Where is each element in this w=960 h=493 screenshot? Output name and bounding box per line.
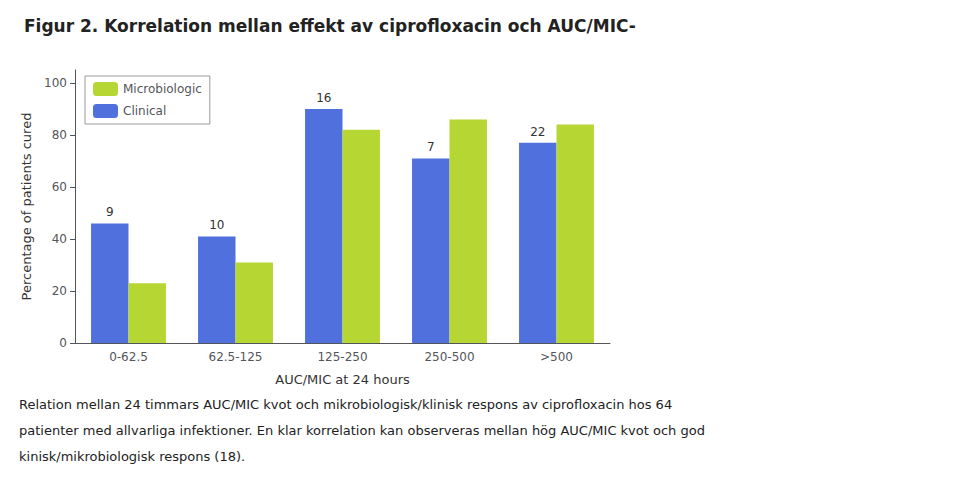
svg-text:Clinical: Clinical: [123, 104, 166, 118]
svg-text:Microbiologic: Microbiologic: [123, 82, 202, 96]
svg-text:>500: >500: [540, 350, 573, 364]
svg-text:Relation mellan 24 timmars AUC: Relation mellan 24 timmars AUC/MIC kvot …: [19, 397, 672, 412]
svg-text:80: 80: [52, 128, 67, 142]
svg-text:patienter med allvarliga infek: patienter med allvarliga infektioner. En…: [19, 423, 705, 438]
svg-text:125-250: 125-250: [317, 350, 367, 364]
svg-text:0-62.5: 0-62.5: [109, 350, 148, 364]
svg-text:100: 100: [44, 76, 67, 90]
svg-text:kinisk/mikrobiologisk respons: kinisk/mikrobiologisk respons (18).: [19, 449, 245, 464]
svg-text:9: 9: [106, 205, 114, 219]
svg-text:AUC/MIC at 24 hours: AUC/MIC at 24 hours: [275, 372, 410, 387]
svg-text:7: 7: [427, 140, 435, 154]
svg-text:10: 10: [209, 218, 224, 232]
svg-text:22: 22: [530, 125, 545, 139]
svg-text:62.5-125: 62.5-125: [209, 350, 263, 364]
svg-text:Figur 2. Korrelation mellan ef: Figur 2. Korrelation mellan effekt av ci…: [24, 16, 636, 36]
svg-text:250-500: 250-500: [424, 350, 474, 364]
svg-text:16: 16: [316, 91, 331, 105]
svg-text:0: 0: [59, 336, 67, 350]
svg-text:20: 20: [52, 284, 67, 298]
svg-text:40: 40: [52, 232, 67, 246]
svg-text:Percentage of patients cured: Percentage of patients cured: [19, 113, 34, 301]
svg-text:60: 60: [52, 180, 67, 194]
